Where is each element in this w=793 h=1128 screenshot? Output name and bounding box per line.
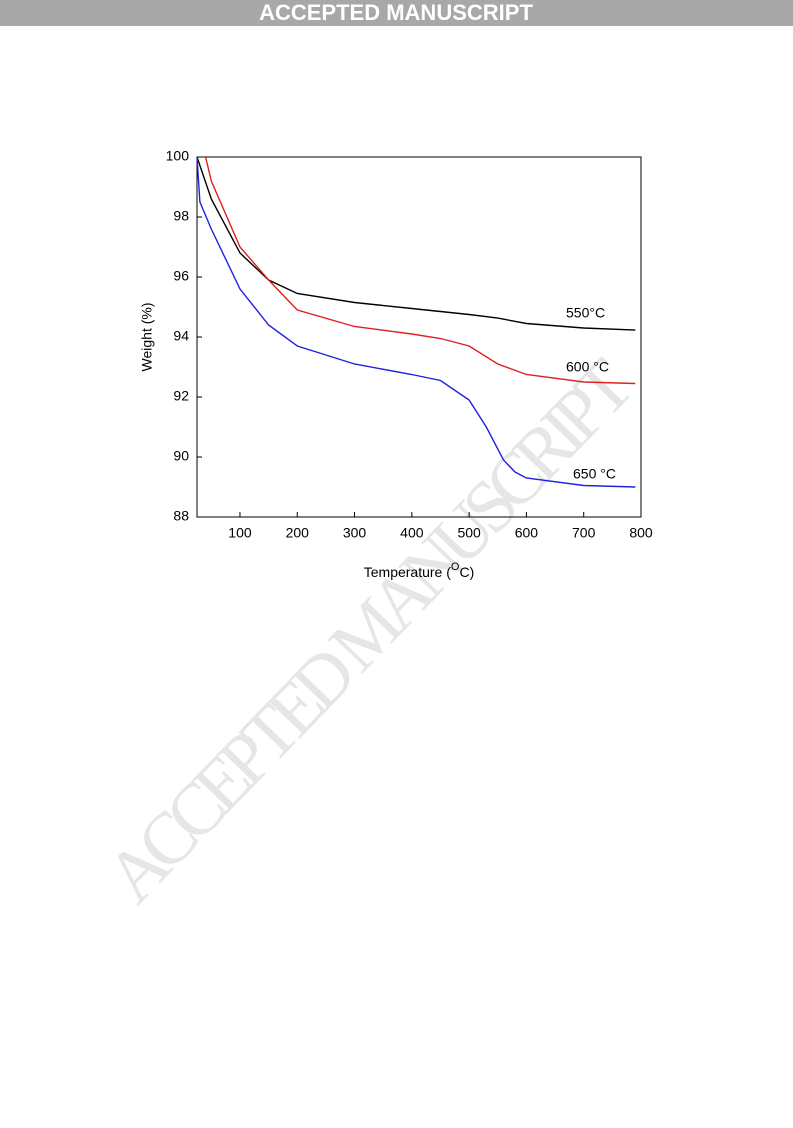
data-line [196,156,636,488]
x-tick-label: 600 [515,525,539,541]
data-line [196,156,636,331]
y-tick-label: 94 [173,328,189,344]
x-axis-label: Temperature (OC) [364,561,475,580]
x-tick-label: 300 [343,525,367,541]
y-tick-label: 90 [173,448,189,464]
x-axis-label-tail: C) [459,564,474,580]
x-axis-label-sup: O [451,561,460,573]
header-title: ACCEPTED MANUSCRIPT [259,0,533,25]
series-annotation: 550°C [566,305,605,321]
x-tick-label: 100 [228,525,252,541]
y-tick-label: 96 [173,268,189,284]
x-tick-label: 400 [400,525,424,541]
y-axis-label: Weight (%) [139,303,155,372]
watermark: ACCEPTED MANUSCRIPT [90,344,649,919]
y-tick-label: 100 [166,148,190,164]
x-tick-label: 200 [286,525,310,541]
data-line [204,156,636,385]
header-band [0,0,793,26]
y-tick-label: 88 [173,508,189,524]
series-annotation: 650 °C [573,466,616,482]
x-axis-label-text: Temperature ( [364,564,451,580]
y-tick-label: 98 [173,208,189,224]
y-tick-label: 92 [173,388,189,404]
x-tick-label: 800 [629,525,653,541]
x-tick-label: 500 [457,525,481,541]
series-annotation: 600 °C [566,359,609,375]
x-tick-label: 700 [572,525,596,541]
